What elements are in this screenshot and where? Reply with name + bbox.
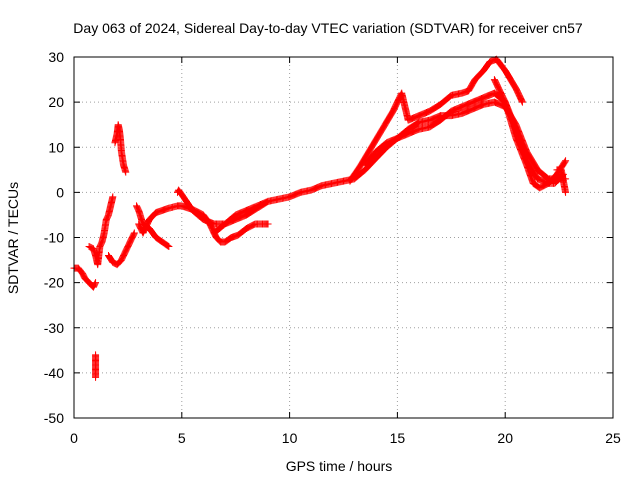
x-tick-label: 5: [178, 430, 186, 446]
data-point: [446, 93, 454, 101]
data-point: [164, 242, 172, 250]
series-upper-arc: [346, 55, 526, 185]
series-tail: [553, 166, 570, 196]
data-point: [130, 230, 138, 238]
series-outliers: [92, 351, 100, 381]
axis-ticks: 0 5 10 15 20 25 -50 -40 -30 -20 -10 0 10 20 30: [44, 49, 621, 446]
data-point: [485, 59, 493, 67]
x-tick-label: 0: [70, 430, 78, 446]
data-point: [130, 229, 138, 237]
y-tick-label: 10: [48, 139, 64, 155]
data-point: [122, 168, 130, 176]
data-point: [92, 373, 100, 381]
data-point: [91, 280, 99, 288]
x-tick-label: 10: [282, 430, 298, 446]
x-tick-label: 20: [497, 430, 513, 446]
y-tick-label: 30: [48, 49, 64, 65]
data-series: [70, 55, 570, 381]
y-tick-label: -50: [44, 410, 64, 426]
series-middle-arc: [361, 89, 567, 187]
x-tick-label: 15: [390, 430, 406, 446]
y-axis-label: SDTVAR / TECUs: [5, 182, 21, 294]
chart-title: Day 063 of 2024, Sidereal Day-to-day VTE…: [73, 20, 583, 36]
y-tick-label: 20: [48, 94, 64, 110]
series-spike: [111, 121, 130, 176]
y-tick-label: -30: [44, 320, 64, 336]
y-tick-label: -20: [44, 275, 64, 291]
data-point: [518, 98, 526, 106]
data-point: [562, 157, 570, 165]
grid-lines: [74, 57, 613, 418]
data-point: [109, 193, 117, 201]
y-tick-label: 0: [56, 184, 64, 200]
y-tick-label: -40: [44, 365, 64, 381]
series-lower-arc: [490, 76, 570, 192]
data-point: [264, 220, 272, 228]
series-early-scatter: [70, 264, 100, 291]
series-rise: [85, 193, 117, 269]
y-tick-label: -10: [44, 230, 64, 246]
data-point: [561, 158, 569, 166]
data-point: [562, 188, 570, 196]
x-axis-label: GPS time / hours: [286, 458, 393, 474]
data-point: [165, 243, 173, 251]
x-tick-label: 25: [605, 430, 621, 446]
data-point: [92, 279, 100, 287]
series-dip: [104, 229, 138, 269]
